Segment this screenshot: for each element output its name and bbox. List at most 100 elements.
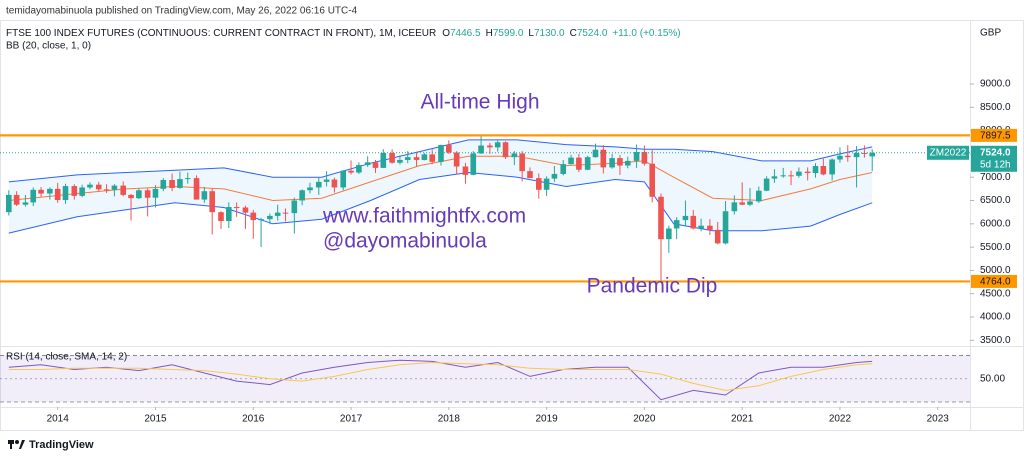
candle-body	[861, 152, 868, 154]
candle-body	[617, 158, 623, 166]
candle-body	[364, 162, 371, 166]
candle-body	[568, 157, 574, 165]
candle-body	[462, 166, 469, 175]
candle-body	[731, 202, 738, 212]
candle-body	[193, 178, 200, 200]
candle-body	[169, 180, 175, 188]
candle-body	[299, 190, 305, 201]
annotation: @dayomabinuola	[323, 230, 487, 253]
x-tick-label: 2016	[242, 414, 265, 425]
level-label: 7897.5	[980, 131, 1011, 142]
candle-body	[592, 149, 599, 158]
candle-body	[128, 194, 134, 199]
countdown: 5d 12h	[980, 159, 1011, 170]
level-label: 4764.0	[980, 277, 1011, 288]
ohlc-key: O	[442, 28, 450, 39]
x-tick-label: 2019	[535, 414, 558, 425]
candle-body	[209, 191, 215, 213]
rsi-pane	[0, 355, 970, 403]
candle-body	[71, 186, 78, 196]
candle-body	[837, 155, 843, 160]
candle-body	[291, 200, 298, 214]
level-label-box	[971, 274, 1017, 288]
candle-body	[502, 142, 509, 158]
candle-body	[413, 157, 420, 160]
candle-body	[111, 185, 118, 190]
candle-body	[658, 196, 664, 240]
candle-body	[796, 171, 802, 176]
ohlc-value: 7599.0	[493, 28, 524, 39]
y-tick-label: 6500.0	[980, 195, 1011, 206]
ohlc-key: H	[486, 28, 493, 39]
candle-body	[38, 189, 44, 194]
symbol-legend: FTSE 100 INDEX FUTURES (CONTINUOUS: CURR…	[6, 28, 681, 39]
y-tick-label: 6000.0	[980, 218, 1011, 229]
candle-body	[258, 219, 264, 221]
last-price-box	[971, 145, 1017, 172]
candle-body	[641, 152, 648, 164]
publisher: temidayomabinuola published on TradingVi…	[6, 6, 358, 17]
ohlc-value: 7524.0	[577, 28, 608, 39]
y-tick-label: 5000.0	[980, 265, 1011, 276]
candle-body	[755, 190, 762, 202]
candle-body	[356, 165, 362, 173]
candle-body	[429, 154, 435, 162]
candle-body	[853, 152, 860, 158]
x-tick-label: 2017	[340, 414, 363, 425]
annotation: Pandemic Dip	[587, 275, 718, 298]
candle-body	[421, 154, 428, 160]
y-tick-label: 3500.0	[980, 335, 1011, 346]
rsi-line	[8, 359, 873, 401]
candle-body	[13, 194, 20, 205]
annotation: All-time High	[420, 91, 539, 114]
x-tick-label: 2022	[829, 414, 852, 425]
candle-body	[560, 164, 567, 174]
candle-body	[763, 178, 770, 191]
ohlc-key: L	[528, 28, 534, 39]
ohlc-value: 7446.5	[450, 28, 481, 39]
candle-body	[79, 187, 85, 196]
indicator-legend: BB (20, close, 1, 0)	[6, 41, 91, 52]
candle-body	[780, 175, 787, 177]
candle-body	[698, 225, 704, 229]
candle-body	[600, 149, 607, 168]
candle-body	[771, 176, 778, 179]
candle-body	[543, 178, 550, 190]
candle-body	[812, 166, 819, 174]
x-tick-label: 2015	[144, 414, 167, 425]
candle-body	[267, 215, 273, 220]
candle-body	[624, 160, 631, 166]
x-tick-label: 2020	[633, 414, 656, 425]
candle-body	[218, 212, 224, 222]
contract: ZM2022	[930, 147, 967, 158]
candle-body	[233, 207, 240, 209]
candle-body	[160, 180, 167, 189]
candle-body	[103, 189, 110, 191]
candle-body	[453, 152, 460, 167]
candle-body	[551, 173, 558, 179]
candle-body	[438, 145, 444, 162]
candle-body	[282, 212, 289, 214]
candle-body	[389, 152, 395, 163]
candle-body	[348, 170, 354, 173]
candle-body	[707, 225, 713, 230]
candle-body	[739, 202, 745, 205]
price-pane	[0, 134, 970, 283]
band-lower	[8, 171, 873, 234]
x-tick-label: 2021	[731, 414, 754, 425]
candle-body	[527, 171, 533, 179]
candle-body	[47, 188, 53, 194]
band-middle	[8, 155, 873, 202]
x-tick-label: 2018	[438, 414, 461, 425]
contract-box	[927, 145, 969, 160]
candle-body	[184, 178, 191, 180]
candle-body	[250, 212, 257, 221]
candle-body	[144, 190, 151, 198]
ohlc-key: C	[570, 28, 577, 39]
rsi-sma-line	[8, 361, 873, 391]
y-tick-label: 4500.0	[980, 288, 1011, 299]
candle-body	[54, 188, 61, 201]
